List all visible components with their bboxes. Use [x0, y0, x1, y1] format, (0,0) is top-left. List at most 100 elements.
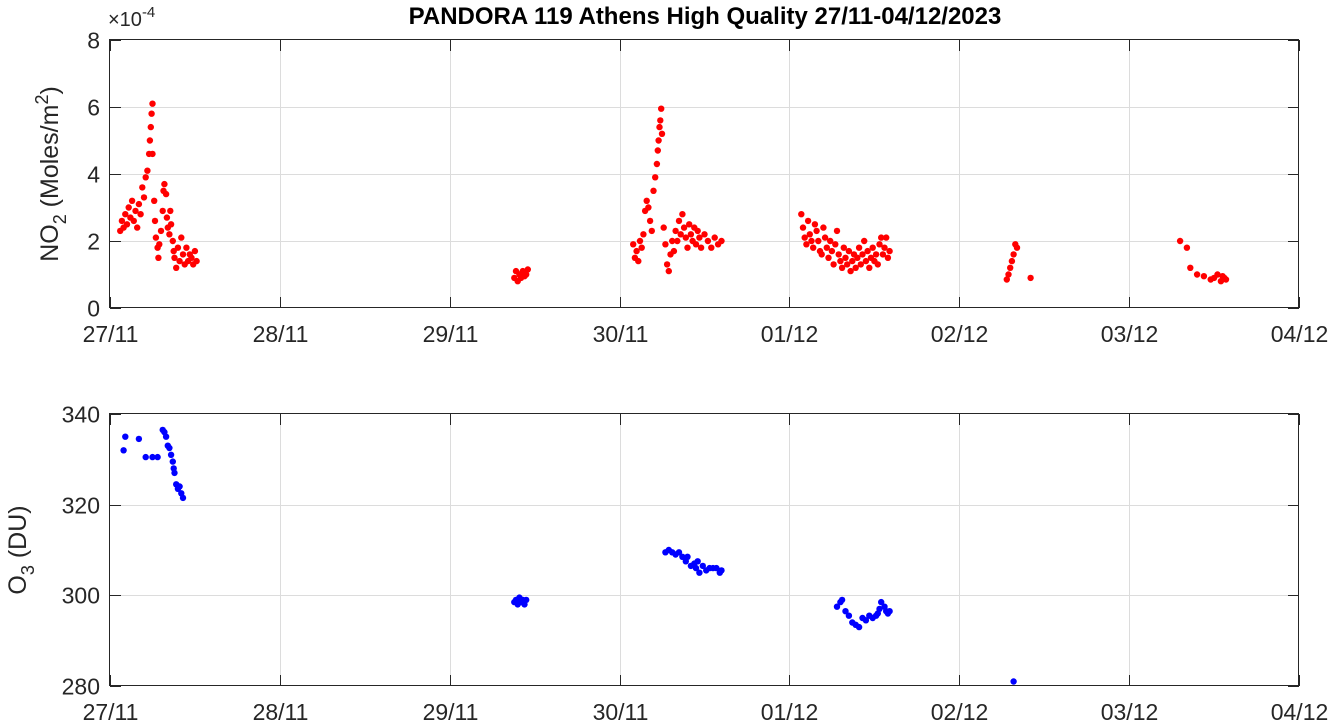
no2-data-point: [1003, 276, 1010, 283]
no2-data-point: [847, 267, 854, 275]
no2-data-point: [1176, 237, 1184, 245]
o3-data-point: [845, 612, 853, 619]
o3-data-point: [694, 558, 701, 565]
o3-x-tick-label: 29/11: [423, 699, 479, 723]
no2-data-point: [832, 241, 839, 248]
o3-data-point: [862, 617, 870, 624]
no2-data-point: [178, 234, 185, 241]
no2-data-point: [1005, 271, 1012, 278]
no2-data-point: [130, 217, 137, 225]
o3-y-tick-label: 300: [62, 583, 100, 609]
no2-data-point: [1214, 271, 1221, 278]
no2-data-point: [838, 264, 846, 271]
o3-x-tick-label: 04/12: [1271, 699, 1329, 723]
o3-y-tick-labels: 280 300 320 340: [62, 402, 100, 700]
no2-data-point: [169, 237, 176, 245]
no2-data-point: [852, 264, 859, 271]
o3-ticks: [110, 414, 1300, 687]
no2-data-point: [803, 241, 810, 248]
no2-x-tick-label: 04/12: [1271, 321, 1329, 347]
no2-x-tick-label: 29/11: [423, 321, 479, 347]
no2-data-point: [886, 247, 893, 255]
no2-data-point: [523, 271, 530, 278]
o3-data-point: [684, 553, 691, 560]
no2-data-point: [656, 123, 663, 131]
o3-axes-box: [109, 413, 1299, 686]
no2-data-point: [833, 227, 841, 235]
o3-data-point: [120, 447, 127, 454]
no2-data-point: [156, 241, 163, 248]
no2-x-tick-labels: 27/11 28/11 29/11 30/11 01/12 02/12 03/12 04/12: [83, 321, 1329, 347]
o3-data-point: [855, 623, 863, 631]
o3-data-point: [679, 553, 686, 560]
no2-data-point: [191, 247, 199, 255]
o3-data-point: [1010, 678, 1017, 685]
no2-data-point: [883, 234, 890, 241]
no2-data-point: [1193, 271, 1201, 278]
o3-data-point: [675, 549, 683, 556]
no2-data-point: [171, 254, 178, 261]
o3-x-tick-label: 03/12: [1101, 699, 1159, 723]
no2-data-point: [122, 211, 129, 218]
no2-data-point: [806, 231, 813, 238]
no2-data-point: [118, 217, 126, 225]
no2-data-point: [1010, 251, 1017, 258]
no2-data-point: [849, 257, 856, 265]
no2-y-tick-label: 4: [87, 162, 100, 188]
no2-data-point: [799, 224, 807, 231]
o3-y-axis-label: O3 (DU): [4, 505, 38, 594]
no2-y-tick-labels: 0 2 4 6 8: [87, 28, 100, 322]
no2-data-point: [151, 217, 159, 225]
no2-data-point: [660, 224, 667, 231]
o3-data-point: [713, 564, 720, 572]
no2-data-point: [633, 247, 640, 255]
o3-data-point: [523, 596, 530, 604]
no2-data-point: [815, 237, 822, 245]
no2-data-point: [879, 251, 887, 258]
no2-data-point: [854, 254, 861, 261]
o3-data-point: [833, 603, 841, 610]
no2-data-point: [650, 187, 657, 194]
o3-x-tick-labels: 27/11 28/11 29/11 30/11 01/12 02/12 03/12 04/12: [83, 699, 1329, 723]
no2-data-point: [655, 137, 662, 144]
no2-data-point: [652, 174, 659, 181]
no2-data-point: [643, 197, 650, 204]
o3-grid: [110, 414, 1299, 686]
no2-data-point: [176, 257, 183, 265]
o3-data-points: [120, 426, 1017, 685]
o3-y-tick-label: 340: [62, 402, 100, 428]
no2-data-point: [137, 211, 144, 218]
no2-data-point: [804, 217, 812, 225]
no2-data-point: [663, 261, 671, 268]
no2-data-point: [835, 251, 842, 258]
no2-data-point: [798, 211, 805, 218]
no2-data-point: [163, 214, 171, 221]
no2-data-point: [864, 247, 871, 255]
no2-data-point: [827, 237, 834, 245]
o3-data-point: [142, 453, 149, 461]
no2-data-point: [146, 137, 154, 144]
no2-data-point: [183, 244, 190, 251]
no2-data-point: [636, 237, 644, 245]
no2-data-point: [132, 207, 139, 215]
o3-data-point: [886, 608, 893, 615]
no2-data-point: [658, 105, 665, 112]
no2-data-point: [830, 261, 837, 268]
o3-x-tick-label: 01/12: [761, 699, 819, 723]
no2-data-point: [653, 160, 661, 168]
o3-data-point: [718, 567, 725, 574]
no2-y-axis-label: NO2 (Moles/m2): [32, 86, 70, 262]
no2-data-point: [166, 231, 173, 238]
no2-data-point: [149, 150, 156, 158]
no2-data-point: [808, 237, 815, 245]
no2-x-tick-label: 02/12: [931, 321, 989, 347]
no2-data-point: [167, 221, 175, 228]
no2-data-point: [840, 244, 847, 251]
no2-data-point: [1007, 264, 1014, 271]
o3-data-point: [171, 469, 178, 477]
o3-data-point: [162, 433, 170, 440]
no2-data-point: [855, 244, 863, 251]
no2-data-point: [821, 234, 829, 241]
no2-data-point: [837, 257, 844, 265]
no2-data-point: [881, 244, 888, 251]
